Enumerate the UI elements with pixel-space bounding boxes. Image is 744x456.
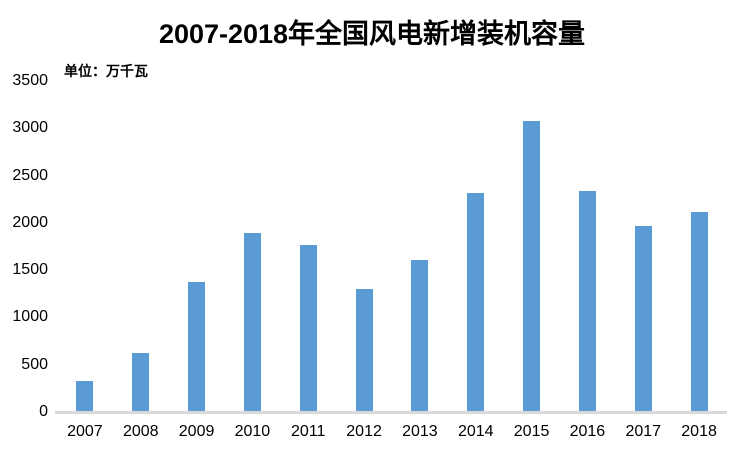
x-axis-line [55,411,727,414]
x-axis-label: 2009 [178,423,215,440]
y-tick-label: 500 [21,355,48,373]
bar-2009 [188,281,206,412]
bar-2015 [523,121,541,412]
y-tick-label: 1000 [12,308,48,326]
y-tick-label: 2500 [12,166,48,184]
x-axis: 2007 2008 2009 2010 2011 2012 2013 2014 2015 2016… [57,412,727,446]
x-axis-label: 2017 [625,423,662,440]
bar-series [57,81,727,412]
y-tick-label: 1500 [12,261,48,279]
y-tick-label: 3500 [12,72,48,89]
bar-2007 [76,380,94,412]
bar-2011 [299,245,317,412]
y-tick-label: 0 [39,403,48,420]
bar-2013 [411,259,429,412]
bar-2014 [467,192,485,412]
x-axis-label: 2016 [569,423,606,440]
x-axis-label: 2015 [513,423,550,440]
plot-area: 0 500 1000 1500 2000 2500 3000 3500 2007 2008 200… [12,72,727,440]
x-axis-label: 2014 [457,423,494,440]
bar-2018 [690,212,708,412]
y-tick-label: 2000 [12,213,48,231]
x-axis-label: 2018 [681,423,717,440]
unit-label: 单位：万千瓦 [64,63,148,79]
chart-title: 2007-2018年全国风电新增装机容量 [158,19,586,49]
bar-2017 [634,226,652,412]
x-axis-label: 2008 [122,423,159,440]
bar-2008 [132,352,150,412]
y-tick-label: 3000 [12,119,48,137]
x-axis-label: 2007 [67,423,103,440]
x-axis-label: 2013 [402,423,438,440]
bar-2016 [578,191,596,412]
bar-2012 [355,289,373,412]
x-axis-label: 2010 [234,423,271,440]
x-axis-label: 2012 [346,423,382,440]
x-axis-label: 2011 [291,423,326,440]
bar-2010 [243,232,261,412]
